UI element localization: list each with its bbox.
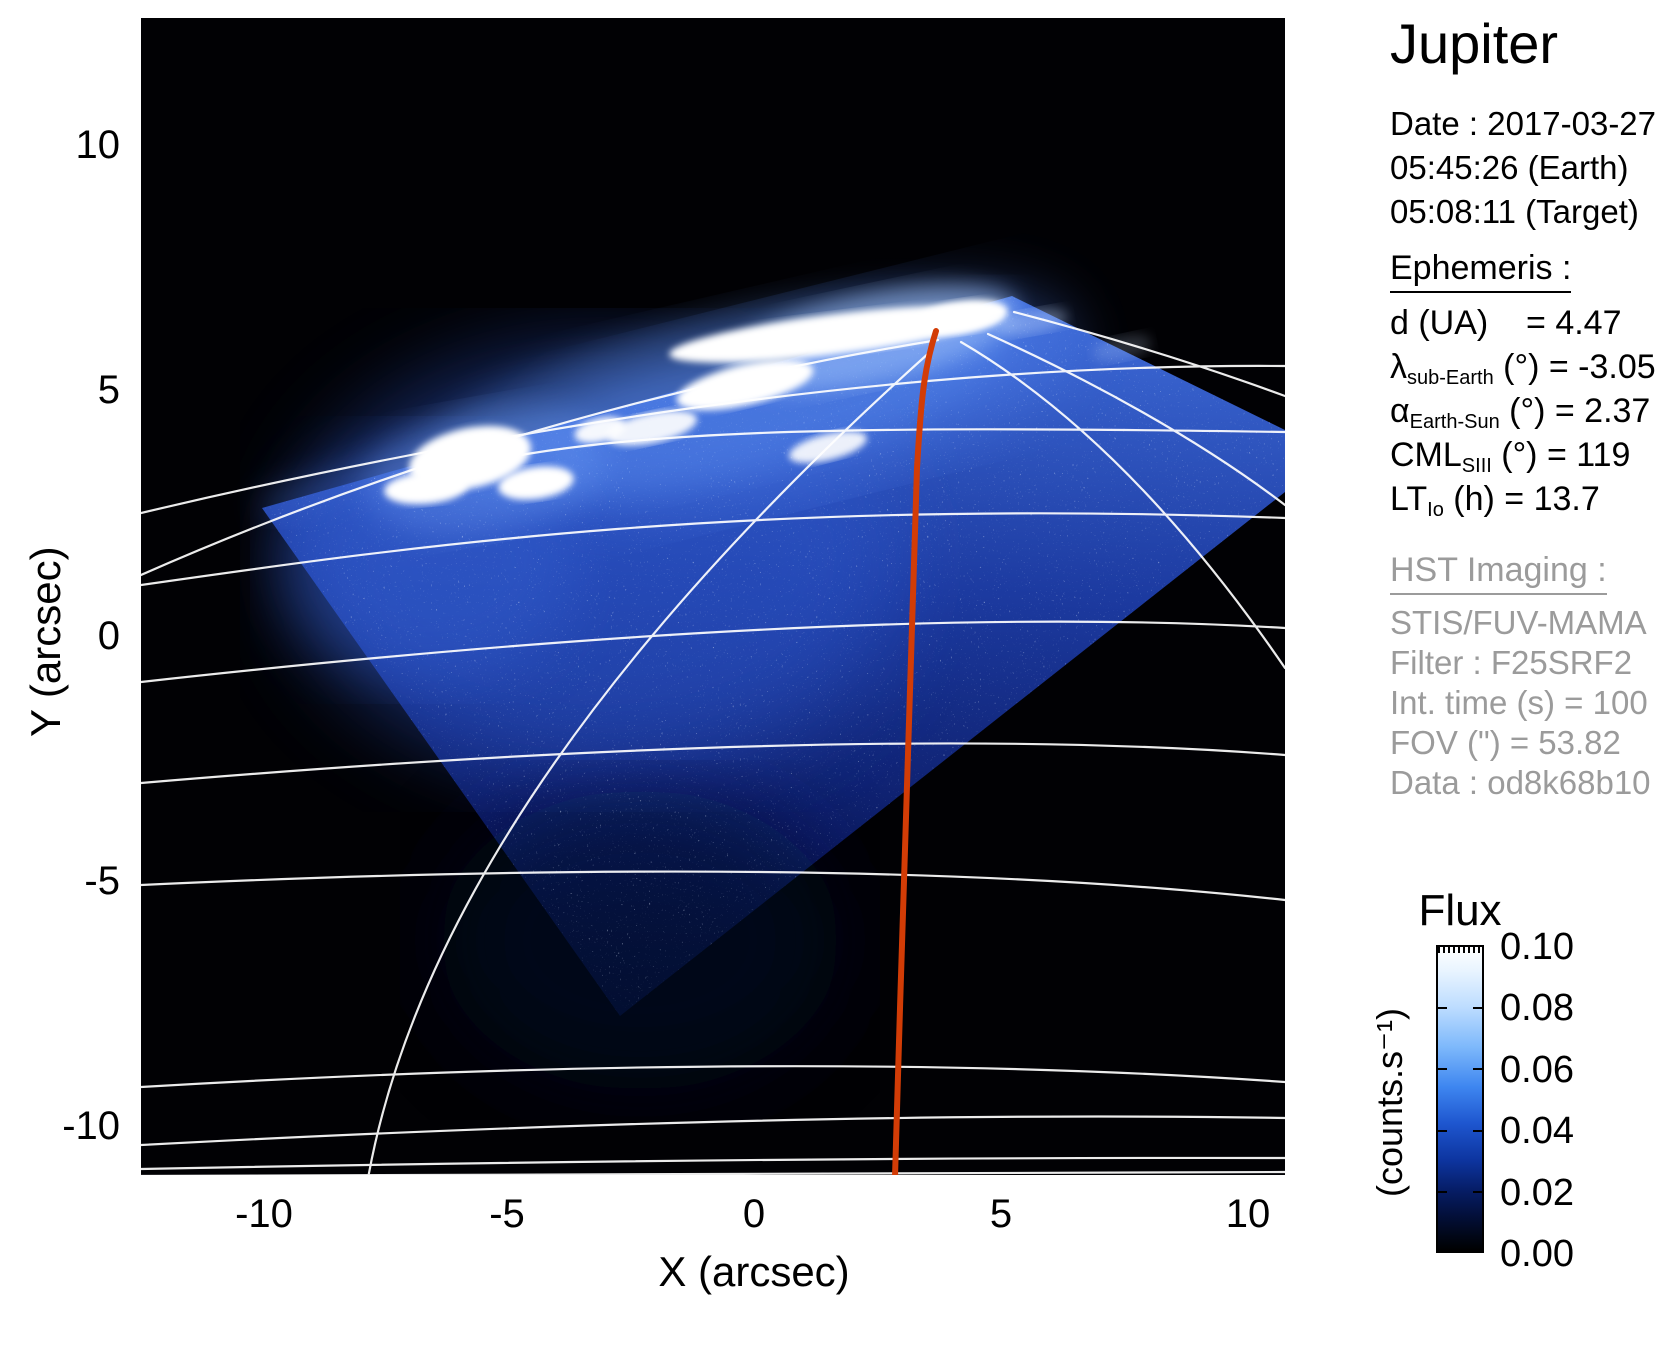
page-title: Jupiter xyxy=(1390,12,1559,75)
hst-data-id: Data : od8k68b10 xyxy=(1390,764,1651,801)
observation-earth-time: 05:45:26 (Earth) xyxy=(1390,149,1629,186)
colorbar-tick xyxy=(1438,1068,1447,1070)
colorbar-label-000: 0.00 xyxy=(1500,1233,1574,1275)
x-tick-5: 5 xyxy=(989,1192,1013,1236)
colorbar-label-002: 0.02 xyxy=(1500,1172,1574,1214)
ephemeris-row-distance: d (UA) = 4.47 xyxy=(1390,304,1622,342)
x-tick-m5: -5 xyxy=(489,1192,525,1236)
y-tick-10: 10 xyxy=(75,123,121,167)
colorbar-label-008: 0.08 xyxy=(1500,987,1574,1029)
colorbar-tick xyxy=(1473,1068,1482,1070)
ephemeris-row-cml: CMLSIII (°) = 119 xyxy=(1390,436,1631,477)
hst-instrument: STIS/FUV-MAMA xyxy=(1390,604,1647,641)
observation-block: Date : 2017-03-27 05:45:26 (Earth) 05:08… xyxy=(1390,102,1676,234)
y-tick-m5: -5 xyxy=(84,859,120,903)
colorbar-tick xyxy=(1473,1130,1482,1132)
plot-canvas xyxy=(141,18,1285,1175)
colorbar-unit-label: (counts.s⁻¹) xyxy=(1369,1007,1410,1197)
flux-colorbar xyxy=(1436,945,1484,1253)
ephemeris-block: Ephemeris : d (UA) = 4.47 λsub-Earth (°)… xyxy=(1390,248,1676,521)
y-axis-label: Y (arcsec) xyxy=(22,546,69,738)
observation-target-time: 05:08:11 (Target) xyxy=(1390,193,1639,230)
red-meridian-line xyxy=(892,328,939,1175)
ephemeris-heading: Ephemeris : xyxy=(1390,248,1572,293)
y-tick-m10: -10 xyxy=(62,1104,120,1148)
x-tick-10: 10 xyxy=(1225,1192,1271,1236)
colorbar-tick xyxy=(1473,1007,1482,1009)
colorbar-label-006: 0.06 xyxy=(1500,1049,1574,1091)
colorbar-title: Flux xyxy=(1418,886,1502,935)
hst-filter: Filter : F25SRF2 xyxy=(1390,644,1633,681)
colorbar-tick xyxy=(1438,1130,1447,1132)
x-axis-label: X (arcsec) xyxy=(658,1248,850,1295)
ephemeris-row-phase-angle: αEarth-Sun (°) = 2.37 xyxy=(1390,392,1651,433)
ephemeris-row-sub-earth-lat: λsub-Earth (°) = -3.05 xyxy=(1390,348,1656,389)
ephemeris-row-io-local-time: LTIo (h) = 13.7 xyxy=(1390,480,1600,521)
x-tick-m10: -10 xyxy=(235,1192,293,1236)
hst-int-time: Int. time (s) = 100 xyxy=(1390,684,1648,721)
y-tick-0: 0 xyxy=(97,614,120,658)
x-tick-0: 0 xyxy=(742,1192,766,1236)
colorbar-label-004: 0.04 xyxy=(1500,1110,1574,1152)
colorbar-label-010: 0.10 xyxy=(1500,926,1574,968)
hst-imaging-block: HST Imaging : STIS/FUV-MAMA Filter : F25… xyxy=(1390,550,1676,803)
aurora-emission xyxy=(366,284,1152,535)
colorbar-tick xyxy=(1438,1007,1447,1009)
colorbar-tick xyxy=(1473,1191,1482,1193)
observation-date: Date : 2017-03-27 xyxy=(1390,105,1657,142)
colorbar-tick xyxy=(1438,1191,1447,1193)
y-tick-5: 5 xyxy=(97,368,120,412)
colorbar-minor-ticks xyxy=(1438,947,1482,953)
hst-fov: FOV (") = 53.82 xyxy=(1390,724,1621,761)
hst-heading: HST Imaging : xyxy=(1390,550,1607,595)
graticule-lines xyxy=(141,310,1285,1175)
plot-area xyxy=(141,18,1285,1175)
